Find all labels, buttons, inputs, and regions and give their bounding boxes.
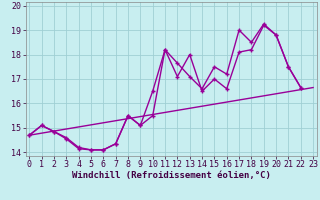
X-axis label: Windchill (Refroidissement éolien,°C): Windchill (Refroidissement éolien,°C) xyxy=(72,171,271,180)
